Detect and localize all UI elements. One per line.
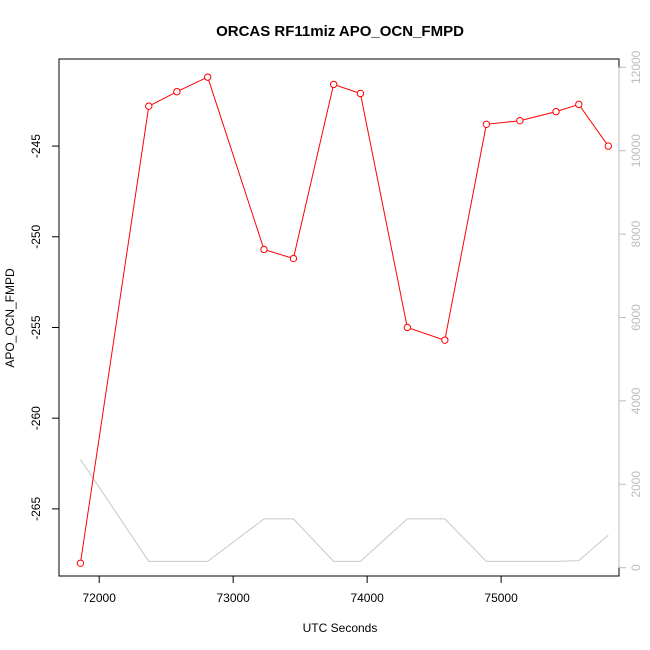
data-point (289, 254, 298, 263)
series-layer (76, 73, 612, 568)
x-axis: 72000 73000 74000 75000 (83, 575, 518, 605)
data-point (482, 120, 491, 129)
y2-tick-label: 10000 (629, 134, 643, 168)
y2-tick-label: 6000 (629, 304, 643, 331)
data-point (329, 80, 338, 89)
chart-title: ORCAS RF11miz APO_OCN_FMPD (216, 23, 464, 40)
y-tick-label: -255 (29, 315, 43, 339)
y-axis-right: 0 2000 4000 6000 8000 10000 12000 (618, 50, 643, 571)
data-point (145, 102, 153, 110)
series-left-line (79, 76, 609, 564)
data-point (403, 323, 412, 332)
x-tick-label: 73000 (216, 591, 250, 605)
data-point (552, 107, 560, 116)
data-point (604, 142, 612, 150)
plot-frame (58, 58, 620, 577)
data-point (575, 100, 583, 109)
y2-tick-label: 0 (629, 564, 643, 571)
x-tick-label: 72000 (83, 591, 117, 605)
y-tick-label: -265 (29, 497, 43, 521)
y-tick-label: -250 (29, 224, 43, 248)
x-tick-label: 75000 (484, 591, 518, 605)
data-point (204, 73, 212, 81)
y-tick-label: -245 (29, 134, 43, 158)
series-right-line (79, 459, 609, 562)
y-axis-label: APO_OCN_FMPD (3, 268, 17, 368)
data-point (516, 116, 524, 125)
data-point (356, 89, 365, 98)
x-axis-label: UTC Seconds (303, 621, 378, 635)
data-point (173, 87, 181, 96)
data-point (260, 245, 268, 254)
y-axis-left: -265 -260 -255 -250 -245 (29, 134, 60, 521)
y-tick-label: -260 (29, 406, 43, 430)
y2-tick-label: 8000 (629, 220, 643, 247)
y2-tick-label: 2000 (629, 471, 643, 498)
y2-tick-label: 4000 (629, 387, 643, 414)
data-point (76, 559, 85, 568)
x-tick-label: 74000 (350, 591, 384, 605)
y2-tick-label: 12000 (629, 50, 643, 84)
data-point (441, 336, 449, 344)
